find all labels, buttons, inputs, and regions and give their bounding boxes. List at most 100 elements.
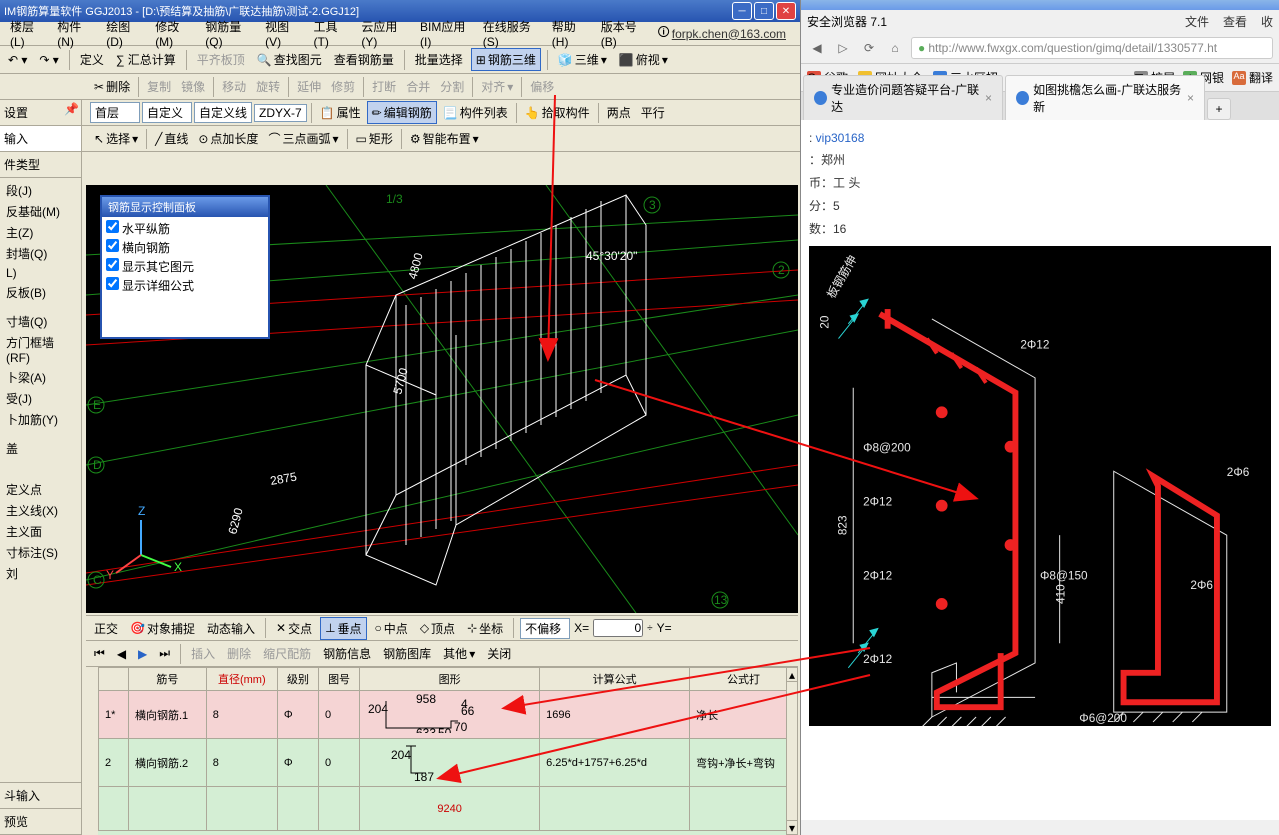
menu-version[interactable]: 版本号(B) [595,16,652,51]
copy-button[interactable]: 复制 [143,76,175,97]
list-item[interactable]: 刘 [2,563,79,584]
rebar-info-button[interactable]: 钢筋信息 [319,643,375,664]
maximize-button[interactable]: □ [754,2,774,20]
insert-button[interactable]: 插入 [187,643,219,664]
list-item[interactable]: 卜加筋(Y) [2,409,79,430]
find-graph-button[interactable]: 🔍 查找图元 [253,49,326,70]
list-item[interactable]: 盖 [2,438,79,459]
smart-layout-button[interactable]: ⚙ 智能布置 ▾ [406,128,483,149]
mirror-button[interactable]: 镜像 [177,76,209,97]
delete-row-button[interactable]: 删除 [223,643,255,664]
browser-menu-file[interactable]: 文件 [1185,13,1209,30]
view-rebar-button[interactable]: 查看钢筋量 [330,49,398,70]
two-point-button[interactable]: 两点 [603,102,635,123]
list-item[interactable]: 主义面 [2,521,79,542]
list-item[interactable]: 受(J) [2,388,79,409]
x-input[interactable] [593,619,643,637]
pin-icon[interactable]: 📌 [64,102,79,116]
col-dia[interactable]: 直径(mm) [206,668,277,691]
menu-online[interactable]: 在线服务(S) [477,16,544,51]
home-button[interactable]: ⌂ [885,38,905,58]
panel-checkbox[interactable]: 水平纵筋 [104,219,266,238]
edit-rebar-button[interactable]: ✏ 编辑钢筋 [367,101,437,124]
extend-button[interactable]: 延伸 [293,76,325,97]
user-email[interactable]: forpk.chen@163.com [672,27,786,41]
point-len-button[interactable]: ⊙ 点加长度 [194,128,262,149]
col-tuhao[interactable]: 图号 [319,668,360,691]
reload-button[interactable]: ⟳ [859,38,879,58]
tab-1[interactable]: 专业造价问题答疑平台-广联达 × [803,75,1003,120]
offset-button[interactable]: 偏移 [526,76,558,97]
sum-calc-button[interactable]: ∑ 汇总计算 [112,49,180,70]
menu-modify[interactable]: 修改(M) [149,16,197,51]
3d-button[interactable]: 🧊 三维 ▾ [554,49,611,70]
line-button[interactable]: ╱ 直线 [151,128,192,149]
parallel-button[interactable]: 平行 [637,102,669,123]
split-button[interactable]: 分割 [436,76,468,97]
list-item[interactable]: 方门框墙(RF) [2,332,79,367]
tab-close[interactable]: × [1187,91,1194,105]
floor-dropdown[interactable]: 首层 [90,102,140,123]
custom-line-dropdown[interactable]: 自定义线 [194,102,252,123]
col-grade[interactable]: 级别 [277,668,318,691]
redo-button[interactable]: ↷ ▾ [35,51,62,69]
panel-checkbox[interactable]: 显示其它图元 [104,257,266,276]
rect-button[interactable]: ▭ 矩形 [352,128,397,149]
forward-button[interactable]: ▷ [833,38,853,58]
list-item[interactable]: 反基础(M) [2,201,79,222]
other-button[interactable]: 其他 ▾ [439,643,479,664]
close-table-button[interactable]: 关闭 [483,643,515,664]
dyn-input-button[interactable]: 动态输入 [203,618,259,639]
inter-button[interactable]: ✕ 交点 [272,618,316,639]
list-item[interactable]: 主(Z) [2,222,79,243]
menu-floor[interactable]: 楼层(L) [4,16,49,51]
close-button[interactable]: ✕ [776,2,796,20]
table-row[interactable]: 2 横向钢筋.2 8 Φ 0 204187 6.25*d+1757+6.25*d… [99,739,798,787]
panel-checkbox[interactable]: 横向钢筋 [104,238,266,257]
scale-rebar-button[interactable]: 缩尺配筋 [259,643,315,664]
attr-button[interactable]: 📋 属性 [316,102,365,123]
list-item[interactable]: 卜梁(A) [2,367,79,388]
table-row[interactable]: 1* 横向钢筋.1 8 Φ 0 2049584666337050 1696 净长 [99,691,798,739]
list-item[interactable]: 定义点 [2,479,79,500]
table-scrollbar[interactable]: ▴ ▾ [786,667,798,835]
panel-checkbox[interactable]: 显示详细公式 [104,276,266,295]
rebar-lib-button[interactable]: 钢筋图库 [379,643,435,664]
menu-view[interactable]: 视图(V) [259,16,305,51]
member-list-button[interactable]: 📃 构件列表 [439,102,512,123]
merge-button[interactable]: 合并 [402,76,434,97]
list-item[interactable]: 主义线(X) [2,500,79,521]
perp-button[interactable]: ⊥ 垂点 [320,617,366,640]
menu-bim[interactable]: BIM应用(I) [414,16,475,51]
break-button[interactable]: 打断 [368,76,400,97]
flat-slab-button[interactable]: 平齐板顶 [193,49,249,70]
rebar-3d-button[interactable]: ⊞ 钢筋三维 [471,48,541,71]
top-view-button[interactable]: ⬛ 俯视 ▾ [615,49,672,70]
trim-button[interactable]: 修剪 [327,76,359,97]
tab-close[interactable]: × [985,91,992,105]
col-formula[interactable]: 计算公式 [540,668,690,691]
menu-tools[interactable]: 工具(T) [308,16,354,51]
table-row[interactable]: 9240 [99,787,798,831]
undo-button[interactable]: ↶ ▾ [4,51,31,69]
vertex-button[interactable]: ◇ 顶点 [416,618,459,639]
col-name[interactable]: 筋号 [129,668,207,691]
nav-prev[interactable]: ◀ [113,645,130,663]
delete-button[interactable]: ✂ 删除 [90,76,134,97]
help-icon[interactable]: 🛈 [657,23,669,44]
list-item[interactable]: 寸墙(Q) [2,311,79,332]
list-item[interactable]: 寸标注(S) [2,542,79,563]
list-item[interactable]: L) [2,264,79,282]
osnap-button[interactable]: 🎯 对象捕捉 [126,618,199,639]
batch-select-button[interactable]: 批量选择 [411,49,467,70]
menu-component[interactable]: 构件(N) [51,16,98,51]
col-shape[interactable]: 图形 [360,668,540,691]
custom-dropdown[interactable]: 自定义 [142,102,192,123]
menu-help[interactable]: 帮助(H) [546,16,593,51]
pick-member-button[interactable]: 👆 拾取构件 [521,102,594,123]
bottom-item-1[interactable]: 斗输入 [0,783,81,809]
list-item[interactable]: 封墙(Q) [2,243,79,264]
menu-cloud[interactable]: 云应用(Y) [355,16,412,51]
minimize-button[interactable]: ─ [732,2,752,20]
list-item[interactable]: 段(J) [2,180,79,201]
